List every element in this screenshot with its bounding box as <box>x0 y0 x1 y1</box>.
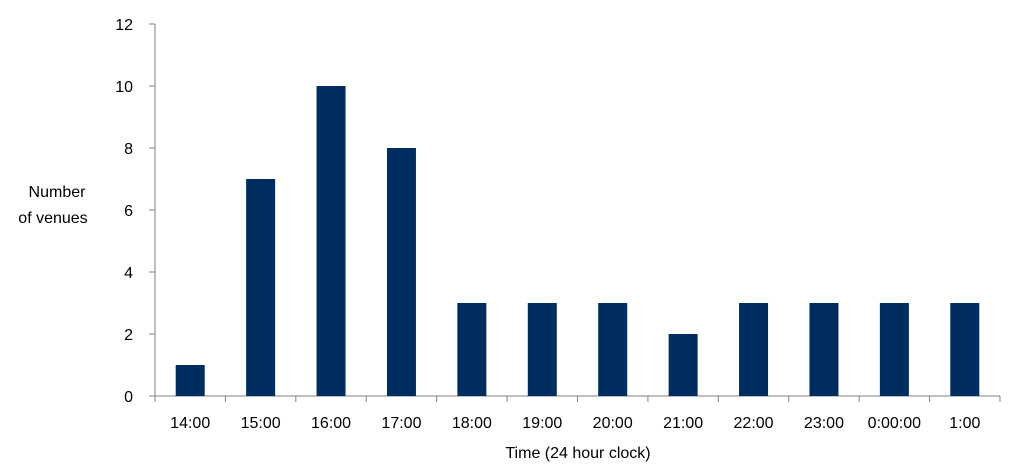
x-tick-label: 15:00 <box>241 415 281 432</box>
bar <box>809 303 839 396</box>
y-axis-title-line-1: Number <box>29 184 87 201</box>
bars <box>175 86 980 396</box>
x-tick-label: 14:00 <box>170 415 210 432</box>
x-tick-label: 19:00 <box>522 415 562 432</box>
bar <box>246 179 276 396</box>
bar <box>879 303 909 396</box>
x-tick-label: 0:00:00 <box>868 415 921 432</box>
x-tick-label: 18:00 <box>452 415 492 432</box>
bar <box>316 86 346 396</box>
x-tick-label: 21:00 <box>663 415 703 432</box>
x-tick-label: 22:00 <box>734 415 774 432</box>
bar <box>457 303 487 396</box>
x-axis: 14:00 15:00 16:00 17:00 18:00 19:00 20:00 21:00… <box>154 395 1001 432</box>
y-tick-label: 2 <box>124 327 133 344</box>
y-tick-label: 10 <box>115 79 133 96</box>
y-tick-label: 12 <box>115 17 133 34</box>
bar <box>668 334 698 396</box>
x-tick-label: 17:00 <box>381 415 421 432</box>
bar <box>175 365 205 396</box>
y-tick-label: 0 <box>124 389 133 406</box>
y-axis-title-line-2: of venues <box>18 210 87 227</box>
bar <box>739 303 769 396</box>
bar <box>386 148 416 396</box>
y-tick-label: 6 <box>124 203 133 220</box>
bar <box>527 303 557 396</box>
x-tick-label: 16:00 <box>311 415 351 432</box>
x-tick-label: 1:00 <box>949 415 980 432</box>
x-tick-label: 20:00 <box>593 415 633 432</box>
bar <box>950 303 980 396</box>
y-axis: 0 2 4 6 8 10 12 <box>115 17 156 406</box>
y-tick-label: 8 <box>124 141 133 158</box>
x-tick-label: 23:00 <box>804 415 844 432</box>
x-axis-title: Time (24 hour clock) <box>505 445 650 462</box>
bar <box>598 303 628 396</box>
y-tick-label: 4 <box>124 265 133 282</box>
